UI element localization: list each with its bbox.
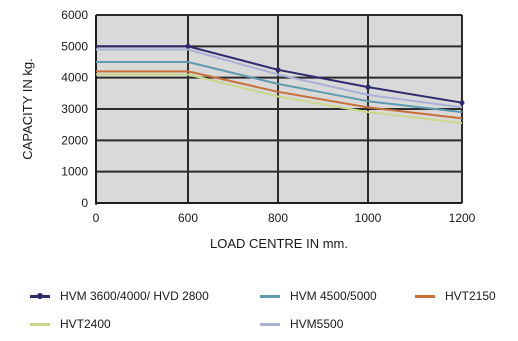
series-marker	[365, 84, 371, 90]
legend-item: HVM5500	[260, 316, 343, 332]
x-axis-ticks: 0 600 800 1000 1200	[93, 211, 476, 225]
legend-item: HVT2150	[415, 288, 496, 304]
y-tick-label: 1000	[61, 165, 88, 179]
series-line-4	[96, 73, 463, 125]
legend-item: HVM 4500/5000	[260, 288, 377, 304]
series-lines	[96, 43, 465, 125]
legend: HVM 3600/4000/ HVD 2800 HVM 4500/5000 HVT2…	[30, 288, 518, 338]
y-tick-label: 4000	[61, 71, 88, 85]
x-tick-label: 1000	[355, 211, 382, 225]
legend-label: HVT2400	[60, 317, 111, 331]
x-tick-label: 800	[268, 211, 288, 225]
series-line-2	[96, 61, 463, 114]
legend-label: HVM 4500/5000	[290, 289, 377, 303]
y-tick-label: 3000	[61, 102, 88, 116]
series-line-5	[96, 48, 463, 109]
legend-label: HVM 3600/4000/ HVD 2800	[60, 289, 209, 303]
legend-swatch	[415, 294, 435, 298]
legend-item: HVT2400	[30, 316, 111, 332]
y-tick-label: 2000	[61, 133, 88, 147]
y-tick-label: 6000	[61, 8, 88, 22]
y-tick-label: 5000	[61, 39, 88, 53]
y-axis-label: CAPACITY IN kg.	[20, 58, 35, 159]
legend-swatch	[260, 322, 280, 326]
legend-swatch	[260, 294, 280, 298]
x-tick-label: 0	[93, 211, 100, 225]
y-tick-label: 0	[81, 196, 88, 210]
y-axis-ticks: 0 1000 2000 3000 4000 5000 6000	[61, 8, 88, 210]
legend-label: HVT2150	[445, 289, 496, 303]
x-axis-label: LOAD CENTRE IN mm.	[210, 236, 348, 251]
legend-swatch	[30, 293, 50, 299]
series-line-3	[96, 70, 463, 120]
legend-swatch	[30, 322, 50, 326]
series-marker	[185, 43, 191, 49]
legend-label: HVM5500	[290, 317, 344, 331]
x-tick-label: 1200	[449, 211, 476, 225]
capacity-chart: 0 1000 2000 3000 4000 5000 6000 0 600 800 1000 120…	[20, 8, 476, 251]
series-marker	[275, 67, 281, 73]
legend-item: HVM 3600/4000/ HVD 2800	[30, 288, 209, 304]
x-tick-label: 600	[178, 211, 198, 225]
series-marker	[459, 100, 465, 106]
